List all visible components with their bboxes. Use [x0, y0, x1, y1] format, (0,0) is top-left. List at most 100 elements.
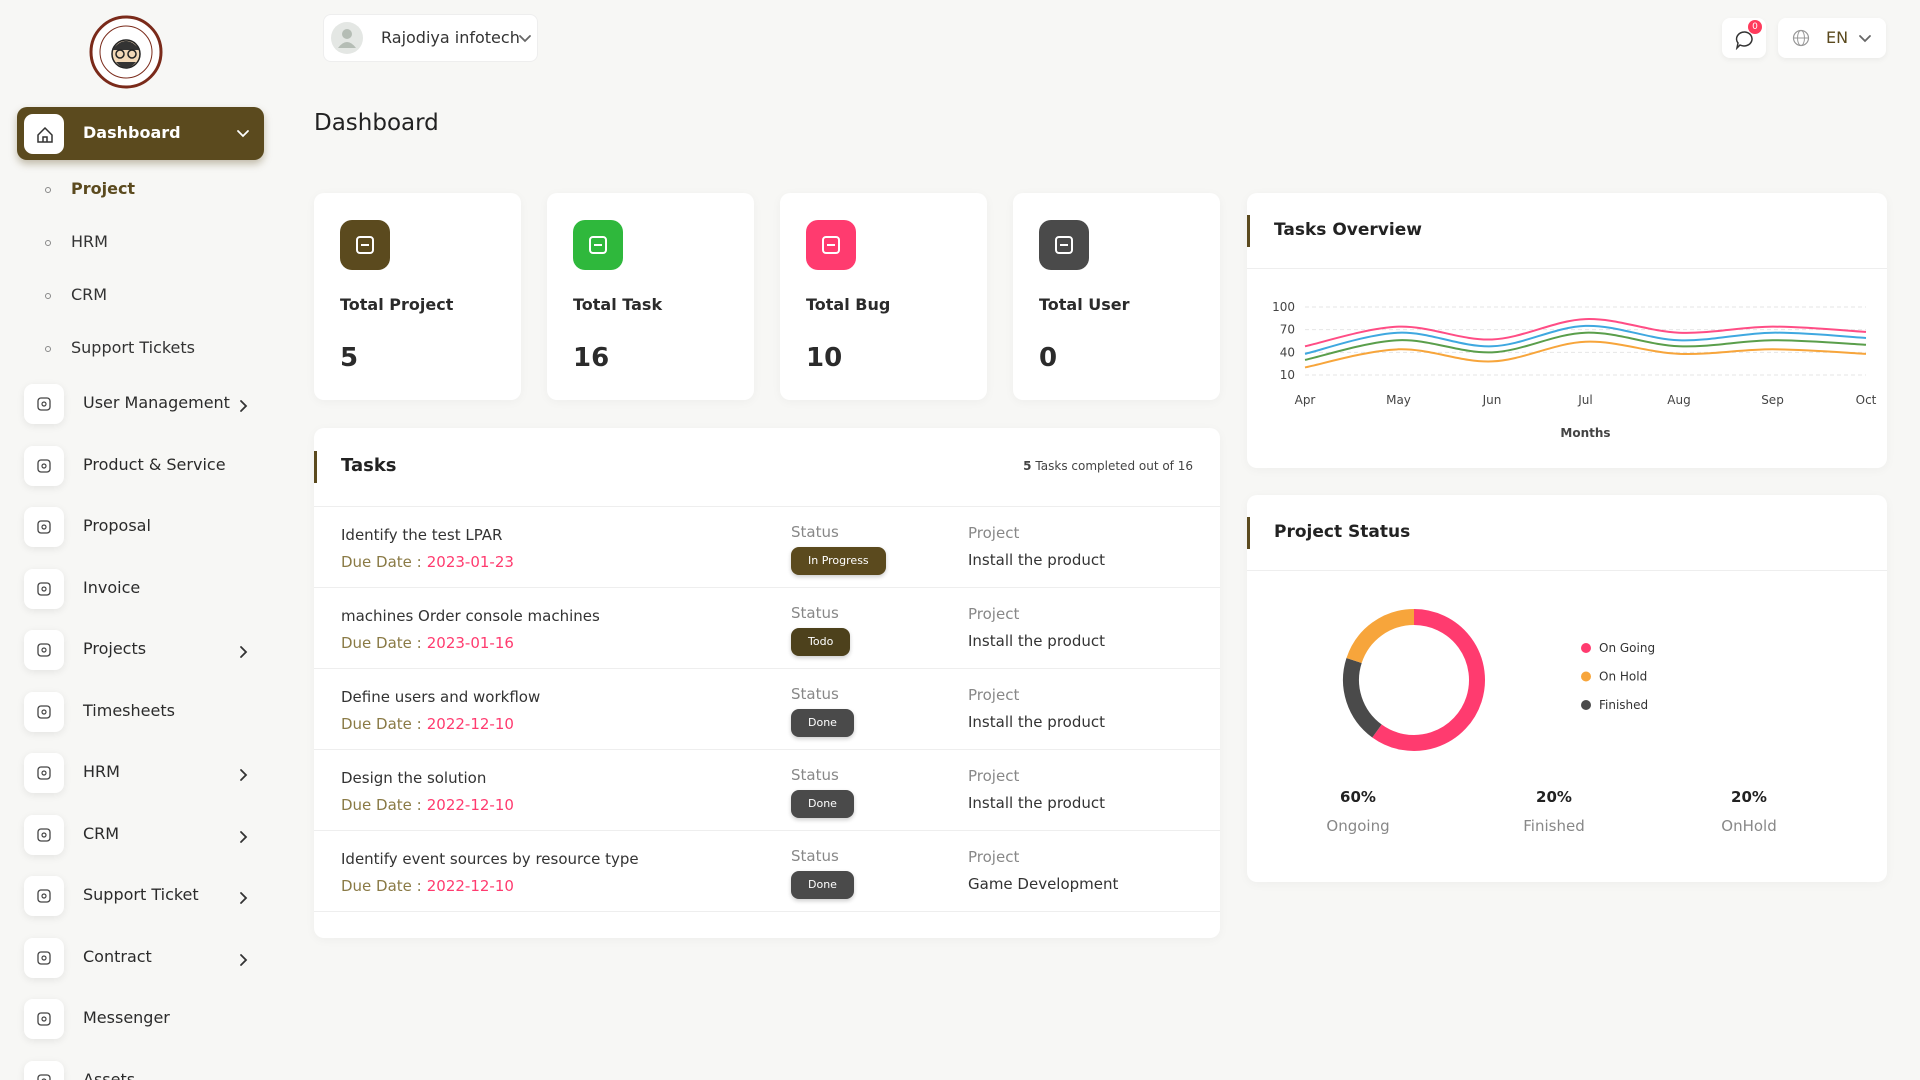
menu-item[interactable]: HRM: [83, 762, 120, 781]
menu-item[interactable]: User Management: [83, 393, 230, 412]
menu-icon-shape: [37, 766, 51, 780]
stat-name: OnHold: [1721, 817, 1776, 835]
menu-icon-box: [24, 114, 64, 154]
glyph-shape: [1055, 236, 1073, 254]
menu-item[interactable]: Product & Service: [83, 454, 226, 474]
menu-icon-shape: [37, 1073, 51, 1080]
menu-icon-box: [24, 937, 64, 978]
project-name: Install the product: [968, 551, 1105, 569]
menu-icon-shape: [37, 1012, 51, 1026]
task-row: machines Order console machines Due Date …: [314, 588, 1220, 669]
legend-label: On Going: [1599, 641, 1655, 655]
task-row: Identify the test LPAR Due Date :2023-01-…: [314, 507, 1220, 588]
status-badge: Done: [791, 871, 854, 899]
task-row: Identify event sources by resource type D…: [314, 831, 1220, 912]
menu-icon-box: [24, 1060, 64, 1080]
y-tick-label: 40: [1280, 345, 1295, 359]
chevron-icon: [240, 646, 248, 658]
chevron-icon: [237, 130, 249, 138]
chevron-path: [240, 769, 248, 781]
menu-icon-dot: [41, 585, 47, 592]
status-label: Status: [791, 523, 839, 541]
stat-glyph: [822, 236, 840, 254]
status-label: Status: [791, 685, 839, 703]
menu-icon-box: [24, 876, 64, 916]
tasks-card: Tasks 5 Tasks completed out of 16 Identify …: [314, 428, 1220, 938]
menu-icon: [37, 520, 51, 534]
accent-bar: [314, 451, 317, 483]
stat-card: Total Bug 10: [780, 193, 987, 400]
menu-item[interactable]: CRM: [83, 823, 120, 843]
menu-icon: [37, 950, 51, 965]
project-name: Game Development: [968, 875, 1119, 893]
menu-icon-dot: [41, 524, 47, 530]
glyph-shape: [589, 236, 607, 254]
task-due: Due Date :2022-12-10: [341, 717, 514, 732]
x-tick-label: Apr: [1295, 393, 1316, 407]
submenu-dot: [45, 293, 51, 299]
submenu-item[interactable]: Support Tickets: [71, 338, 196, 357]
glyph-shape: [356, 236, 374, 254]
menu-item[interactable]: Messenger: [83, 1008, 170, 1027]
chat-path: [1735, 31, 1753, 50]
menu-icon: [37, 458, 51, 473]
submenu-dot: [45, 346, 51, 352]
avatar-body: [338, 42, 356, 48]
submenu-item[interactable]: CRM: [71, 285, 108, 304]
menu-icon: [37, 704, 51, 719]
stat-glyph: [356, 236, 374, 254]
menu-item[interactable]: Support Ticket: [83, 885, 199, 904]
task-due: Due Date :2022-12-10: [341, 879, 514, 894]
menu-item[interactable]: Assets: [83, 1069, 136, 1080]
project-label: Project: [968, 848, 1020, 866]
stat-value: 5: [340, 343, 359, 373]
submenu-item[interactable]: Project: [71, 179, 136, 198]
menu-icon-box: [24, 445, 64, 486]
legend-label: Finished: [1599, 698, 1648, 712]
divider: [1247, 570, 1887, 571]
status-badge: Done: [791, 790, 854, 818]
menu-item[interactable]: Timesheets: [83, 700, 175, 720]
menu-label: Dashboard: [83, 123, 181, 142]
legend-label: On Hold: [1599, 670, 1647, 684]
menu-icon-dot: [41, 647, 47, 653]
tasks-completed-count: 5: [1023, 459, 1032, 473]
menu-item[interactable]: Projects: [83, 639, 147, 658]
line-series: [1304, 324, 1867, 355]
menu-icon: [37, 1012, 51, 1026]
project-label: Project: [968, 686, 1020, 704]
stat-card: Total User 0: [1013, 193, 1220, 400]
submenu-item[interactable]: HRM: [71, 232, 108, 251]
donut-chart: 60% Ongoing 20% Finished 20% OnHold On Going On…: [1326, 609, 1777, 835]
glyph-shape: [822, 236, 840, 254]
due-label: Due Date :: [341, 634, 422, 652]
due-label: Due Date :: [341, 877, 422, 895]
menu-icon-shape: [37, 704, 51, 719]
chevron-icon: [240, 769, 248, 781]
task-due: Due Date :2023-01-23: [341, 555, 514, 570]
company-selector[interactable]: Rajodiya infotech: [323, 14, 538, 62]
menu-item[interactable]: Contract: [83, 946, 152, 966]
tasks-title: Tasks: [341, 455, 397, 476]
divider: [314, 506, 1220, 507]
dashboard-menu-item[interactable]: Dashboard: [17, 107, 264, 160]
menu-icon-dot: [41, 462, 47, 469]
line-series: [1304, 340, 1867, 369]
task-name: Identify event sources by resource type: [341, 850, 639, 868]
donut-slice: [1372, 609, 1485, 751]
menu-icon: [37, 1073, 51, 1080]
task-due: Due Date :2023-01-16: [341, 636, 514, 651]
chevron-path: [237, 130, 249, 138]
due-label: Due Date :: [341, 553, 422, 571]
chevron-icon: [240, 892, 248, 904]
menu-icon-dot: [41, 1016, 47, 1022]
menu-icon-shape: [37, 581, 51, 596]
menu-item[interactable]: Proposal: [83, 516, 151, 535]
stat-label: Total Task: [573, 295, 663, 314]
avatar-head: [342, 29, 352, 39]
project-name: Install the product: [968, 794, 1105, 812]
y-tick-label: 10: [1280, 368, 1295, 382]
menu-item[interactable]: Invoice: [83, 577, 141, 597]
submenu-dot: [45, 240, 51, 246]
